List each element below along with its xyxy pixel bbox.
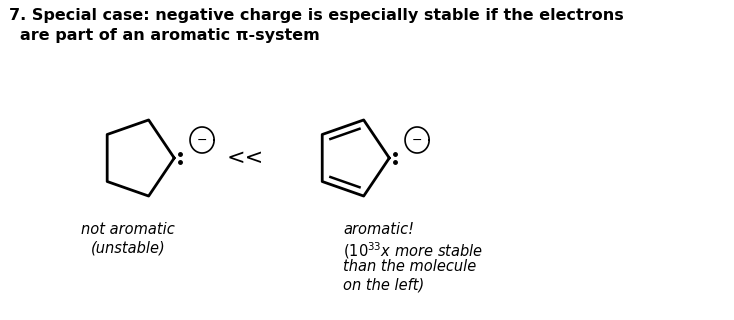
- Text: on the left): on the left): [343, 278, 424, 293]
- Text: (unstable): (unstable): [90, 240, 165, 255]
- Text: than the molecule: than the molecule: [343, 259, 476, 274]
- Text: are part of an aromatic π-system: are part of an aromatic π-system: [21, 28, 320, 43]
- Text: aromatic!: aromatic!: [343, 222, 414, 237]
- Text: 7. Special case: negative charge is especially stable if the electrons: 7. Special case: negative charge is espe…: [10, 8, 624, 23]
- Text: <<: <<: [227, 148, 264, 168]
- Text: −: −: [197, 133, 207, 147]
- Text: −: −: [412, 133, 422, 147]
- Text: not aromatic: not aromatic: [81, 222, 175, 237]
- Text: $(10^{33}$x more stable: $(10^{33}$x more stable: [343, 240, 483, 261]
